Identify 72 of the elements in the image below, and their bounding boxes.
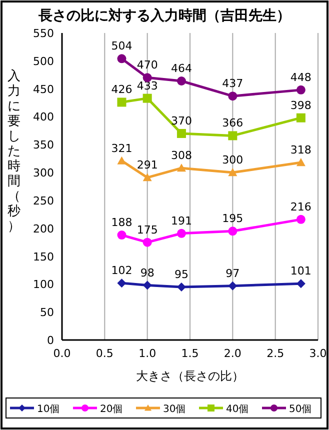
x-tick-label: 0.0 bbox=[53, 347, 71, 360]
point bbox=[228, 226, 238, 236]
point bbox=[117, 54, 126, 64]
data-label: 97 bbox=[226, 266, 240, 280]
y-tick-label: 0 bbox=[47, 334, 54, 347]
x-tick-label: 0.5 bbox=[96, 347, 114, 360]
data-label: 448 bbox=[290, 70, 312, 84]
x-axis-title: 大きさ（長さの比） bbox=[136, 369, 244, 383]
x-tick-label: 2.0 bbox=[224, 347, 242, 360]
point bbox=[296, 113, 306, 122]
data-label: 370 bbox=[170, 114, 192, 128]
point bbox=[296, 214, 306, 224]
data-label: 321 bbox=[111, 142, 132, 155]
y-tick-label: 550 bbox=[33, 27, 54, 40]
y-tick-label: 300 bbox=[33, 166, 54, 180]
data-label: 308 bbox=[170, 149, 192, 162]
data-label: 98 bbox=[140, 266, 154, 280]
data-label: 191 bbox=[170, 214, 192, 228]
point bbox=[142, 173, 152, 182]
data-label: 300 bbox=[222, 154, 244, 167]
chart-title: 長さの比に対する入力時間（吉田先生） bbox=[38, 7, 290, 24]
data-label: 188 bbox=[111, 216, 132, 230]
data-label: 318 bbox=[290, 144, 312, 156]
point bbox=[117, 230, 126, 240]
point bbox=[142, 94, 152, 103]
text: 入力に要した時間（秒） bbox=[8, 69, 20, 234]
y-tick-label: 500 bbox=[33, 54, 54, 68]
y-tick-label: 200 bbox=[33, 222, 54, 236]
point bbox=[142, 238, 152, 247]
point bbox=[228, 168, 238, 176]
y-tick-label: 50 bbox=[40, 306, 54, 320]
legend-label: 50個 bbox=[289, 404, 312, 415]
legend-label: 40個 bbox=[226, 404, 249, 415]
data-label: 437 bbox=[222, 77, 244, 90]
point bbox=[296, 158, 306, 166]
point bbox=[142, 280, 152, 290]
data-label: 291 bbox=[136, 158, 158, 172]
data-label: 433 bbox=[136, 79, 158, 92]
x-tick-label: 1.5 bbox=[181, 347, 199, 360]
point bbox=[296, 85, 306, 94]
point bbox=[176, 128, 186, 138]
data-label: 102 bbox=[111, 264, 132, 278]
point bbox=[176, 228, 186, 238]
data-label: 504 bbox=[111, 40, 132, 53]
data-label: 216 bbox=[290, 200, 312, 214]
point bbox=[228, 131, 238, 140]
y-tick-label: 450 bbox=[33, 82, 54, 96]
point bbox=[117, 278, 126, 288]
data-label: 366 bbox=[222, 116, 244, 130]
data-label: 195 bbox=[222, 212, 244, 226]
y-tick-label: 250 bbox=[33, 194, 54, 208]
legend-label: 20個 bbox=[100, 404, 123, 415]
y-tick-label: 350 bbox=[33, 138, 54, 152]
data-label: 470 bbox=[136, 58, 158, 72]
data-label: 175 bbox=[136, 223, 158, 236]
point bbox=[117, 98, 126, 107]
y-tick-label: 400 bbox=[33, 110, 54, 124]
data-label: 426 bbox=[111, 83, 132, 96]
legend-label: 10個 bbox=[37, 404, 60, 415]
x-tick-label: 1.0 bbox=[138, 347, 156, 360]
point bbox=[176, 76, 186, 86]
data-label: 398 bbox=[290, 98, 312, 112]
x-tick-label: 2.5 bbox=[266, 347, 284, 360]
y-tick-label: 150 bbox=[33, 250, 54, 264]
point bbox=[228, 92, 238, 101]
data-label: 95 bbox=[174, 268, 188, 281]
y-tick-label: 100 bbox=[33, 278, 54, 292]
legend-label: 30個 bbox=[163, 404, 186, 415]
data-label: 101 bbox=[290, 264, 312, 278]
data-label: 464 bbox=[170, 62, 192, 76]
x-tick-label: 3.0 bbox=[309, 347, 327, 360]
point bbox=[176, 164, 186, 172]
